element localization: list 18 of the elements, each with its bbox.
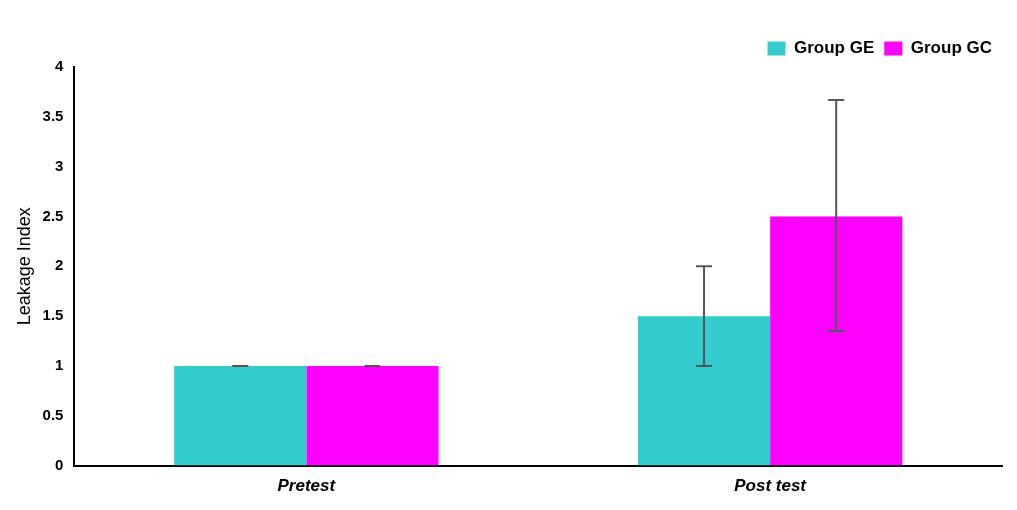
y-axis-title: Leakage Index — [13, 207, 34, 326]
legend-label: Group GE — [794, 38, 875, 58]
y-tick-label: 0 — [55, 455, 64, 473]
legend-label: Group GC — [910, 38, 992, 58]
x-tick-label: Post test — [734, 476, 808, 496]
bar — [174, 365, 307, 466]
y-tick-label: 3.5 — [42, 106, 64, 124]
y-tick-label: 1.5 — [42, 306, 64, 324]
x-tick-label: Pretest — [277, 476, 337, 496]
bar — [306, 365, 439, 466]
y-tick-label: 2 — [55, 256, 64, 274]
y-tick-label: 0.5 — [42, 405, 64, 423]
y-tick-label: 2.5 — [42, 206, 64, 224]
bar — [637, 316, 771, 466]
bar — [770, 216, 903, 466]
y-tick-label: 4 — [55, 57, 65, 75]
y-tick-label: 3 — [55, 156, 64, 174]
y-tick-label: 1 — [55, 356, 64, 374]
